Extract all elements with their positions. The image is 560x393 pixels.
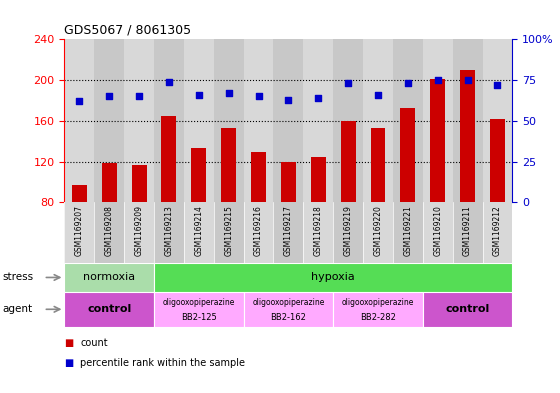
Text: percentile rank within the sample: percentile rank within the sample xyxy=(80,358,245,368)
Bar xyxy=(161,116,176,202)
Bar xyxy=(430,79,445,202)
Bar xyxy=(483,202,512,263)
Bar xyxy=(400,108,416,202)
Text: GSM1169219: GSM1169219 xyxy=(344,206,353,256)
Point xyxy=(224,90,233,96)
Bar xyxy=(423,202,452,263)
Bar xyxy=(371,128,385,202)
Text: GSM1169210: GSM1169210 xyxy=(433,206,442,256)
Text: GSM1169212: GSM1169212 xyxy=(493,206,502,256)
Point xyxy=(403,80,412,86)
Text: BB2-282: BB2-282 xyxy=(360,312,396,321)
Bar xyxy=(64,39,94,202)
Bar xyxy=(124,39,154,202)
Bar xyxy=(304,39,333,202)
Text: GSM1169218: GSM1169218 xyxy=(314,206,323,256)
Bar xyxy=(363,39,393,202)
Text: hypoxia: hypoxia xyxy=(311,272,355,283)
Point xyxy=(493,82,502,88)
Point xyxy=(284,97,293,103)
Bar xyxy=(64,292,154,327)
Point xyxy=(374,92,382,98)
Bar xyxy=(483,39,512,202)
Bar xyxy=(460,70,475,202)
Bar xyxy=(72,185,87,202)
Text: ■: ■ xyxy=(64,358,74,368)
Text: oligooxopiperazine: oligooxopiperazine xyxy=(162,298,235,307)
Text: BB2-162: BB2-162 xyxy=(270,312,306,321)
Text: oligooxopiperazine: oligooxopiperazine xyxy=(252,298,325,307)
Text: stress: stress xyxy=(3,272,34,283)
Bar xyxy=(423,292,512,327)
Bar xyxy=(363,202,393,263)
Bar xyxy=(452,39,483,202)
Text: GSM1169220: GSM1169220 xyxy=(374,206,382,256)
Bar xyxy=(490,119,505,202)
Bar xyxy=(304,202,333,263)
Text: GSM1169215: GSM1169215 xyxy=(224,206,233,256)
Bar xyxy=(333,202,363,263)
Bar xyxy=(214,39,244,202)
Bar xyxy=(333,39,363,202)
Text: GSM1169217: GSM1169217 xyxy=(284,206,293,256)
Bar xyxy=(340,121,356,202)
Bar xyxy=(251,152,266,202)
Point xyxy=(463,77,472,83)
Text: GSM1169211: GSM1169211 xyxy=(463,206,472,256)
Text: GSM1169208: GSM1169208 xyxy=(105,206,114,256)
Point xyxy=(314,95,323,101)
Point xyxy=(75,98,84,105)
Text: control: control xyxy=(445,304,490,314)
Point xyxy=(344,80,353,86)
Bar xyxy=(423,39,452,202)
Bar xyxy=(64,202,94,263)
Point xyxy=(194,92,203,98)
Point xyxy=(165,79,174,85)
Text: GSM1169214: GSM1169214 xyxy=(194,206,203,256)
Bar xyxy=(184,39,214,202)
Bar xyxy=(244,202,273,263)
Bar xyxy=(64,263,154,292)
Point xyxy=(254,93,263,99)
Bar xyxy=(102,163,116,202)
Text: BB2-125: BB2-125 xyxy=(181,312,217,321)
Bar xyxy=(94,39,124,202)
Text: control: control xyxy=(87,304,132,314)
Point xyxy=(433,77,442,83)
Point xyxy=(134,93,143,99)
Bar xyxy=(154,263,512,292)
Text: GSM1169216: GSM1169216 xyxy=(254,206,263,256)
Bar xyxy=(452,202,483,263)
Text: oligooxopiperazine: oligooxopiperazine xyxy=(342,298,414,307)
Bar xyxy=(124,202,154,263)
Text: count: count xyxy=(80,338,108,348)
Bar xyxy=(94,202,124,263)
Bar xyxy=(154,292,244,327)
Bar xyxy=(393,202,423,263)
Text: agent: agent xyxy=(3,304,33,314)
Text: ■: ■ xyxy=(64,338,74,348)
Text: normoxia: normoxia xyxy=(83,272,136,283)
Bar xyxy=(192,149,206,202)
Bar xyxy=(154,202,184,263)
Bar xyxy=(281,162,296,202)
Bar xyxy=(273,39,304,202)
Bar xyxy=(244,292,333,327)
Text: GSM1169207: GSM1169207 xyxy=(75,206,84,257)
Bar xyxy=(132,165,147,202)
Bar xyxy=(311,156,326,202)
Bar xyxy=(273,202,304,263)
Bar xyxy=(333,292,423,327)
Bar xyxy=(214,202,244,263)
Text: GDS5067 / 8061305: GDS5067 / 8061305 xyxy=(64,24,192,37)
Bar xyxy=(154,39,184,202)
Bar xyxy=(393,39,423,202)
Text: GSM1169221: GSM1169221 xyxy=(403,206,412,256)
Bar xyxy=(184,202,214,263)
Bar xyxy=(221,128,236,202)
Text: GSM1169209: GSM1169209 xyxy=(134,206,143,257)
Text: GSM1169213: GSM1169213 xyxy=(165,206,174,256)
Bar xyxy=(244,39,273,202)
Point xyxy=(105,93,114,99)
